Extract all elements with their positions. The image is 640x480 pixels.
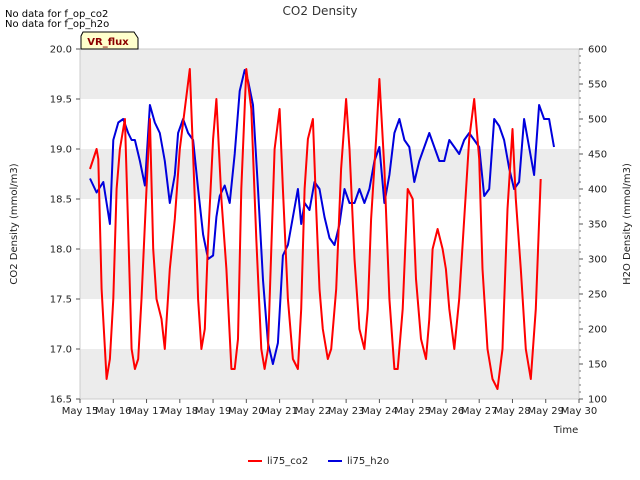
right-tick-label: 200 — [588, 325, 607, 336]
left-tick-label: 17.0 — [50, 345, 72, 356]
right-y-axis-label: H2O Density (mmol/m3) — [622, 163, 633, 285]
background-bands — [80, 49, 579, 399]
x-tick-label: May 23 — [328, 406, 365, 417]
x-tick-label: May 24 — [361, 406, 398, 417]
right-tick-label: 350 — [588, 220, 607, 231]
left-tick-label: 18.0 — [50, 245, 72, 256]
series-line-li75_co2 — [89, 68, 542, 390]
legend-label-co2: li75_co2 — [267, 456, 308, 467]
x-axis-label: Time — [553, 425, 578, 436]
right-tick-label: 300 — [588, 255, 607, 266]
right-tick-label: 400 — [588, 185, 607, 196]
background-band — [80, 149, 579, 199]
left-tick-label: 16.5 — [50, 395, 72, 406]
no-data-note-co2: No data for f_op_co2 — [5, 9, 109, 20]
x-tick-label: May 29 — [527, 406, 564, 417]
plot-frame — [79, 48, 580, 400]
right-tick-label: 500 — [588, 115, 607, 126]
x-tick-label: May 21 — [261, 406, 298, 417]
left-tick-label: 19.0 — [50, 145, 72, 156]
right-tick-label: 450 — [588, 150, 607, 161]
left-y-axis-label: CO2 Density (mmol/m3) — [9, 163, 20, 284]
x-tick-label: May 30 — [561, 406, 598, 417]
left-tick-label: 20.0 — [50, 45, 72, 56]
x-tick-label: May 26 — [428, 406, 465, 417]
x-tick-label: May 19 — [195, 406, 232, 417]
legend: li75_co2 li75_h2o — [248, 456, 389, 467]
badge-shape — [80, 31, 139, 50]
right-tick-label: 250 — [588, 290, 607, 301]
no-data-note-h2o: No data for f_op_h2o — [5, 19, 110, 30]
left-y-axis: 16.5 17.0 17.5 18.0 18.5 19.0 19.5 20.0 — [50, 45, 80, 406]
vr-flux-badge: VR_flux — [80, 31, 139, 50]
series-line-li75_h2o — [89, 69, 555, 365]
x-tick-label: May 15 — [62, 406, 99, 417]
x-tick-label: May 27 — [461, 406, 498, 417]
series-layer — [89, 68, 555, 390]
badge-label: VR_flux — [87, 37, 129, 48]
background-band — [80, 349, 579, 399]
x-tick-label: May 22 — [295, 406, 332, 417]
legend-label-h2o: li75_h2o — [347, 456, 389, 467]
right-tick-label: 550 — [588, 80, 607, 91]
left-tick-label: 18.5 — [50, 195, 72, 206]
x-tick-label: May 18 — [162, 406, 199, 417]
x-tick-label: May 20 — [228, 406, 265, 417]
chart-title: CO2 Density — [283, 4, 358, 18]
right-tick-label: 150 — [588, 360, 607, 371]
left-tick-label: 17.5 — [50, 295, 72, 306]
x-tick-label: May 25 — [394, 406, 431, 417]
x-tick-label: May 17 — [128, 406, 165, 417]
background-band — [80, 249, 579, 299]
right-y-axis: 100 150 200 250 300 350 400 450 500 550 600 — [579, 45, 607, 406]
left-tick-label: 19.5 — [50, 95, 72, 106]
right-tick-label: 600 — [588, 45, 607, 56]
background-band — [80, 49, 579, 99]
right-tick-label: 100 — [588, 395, 607, 406]
x-tick-label: May 16 — [95, 406, 132, 417]
x-tick-label: May 28 — [494, 406, 531, 417]
